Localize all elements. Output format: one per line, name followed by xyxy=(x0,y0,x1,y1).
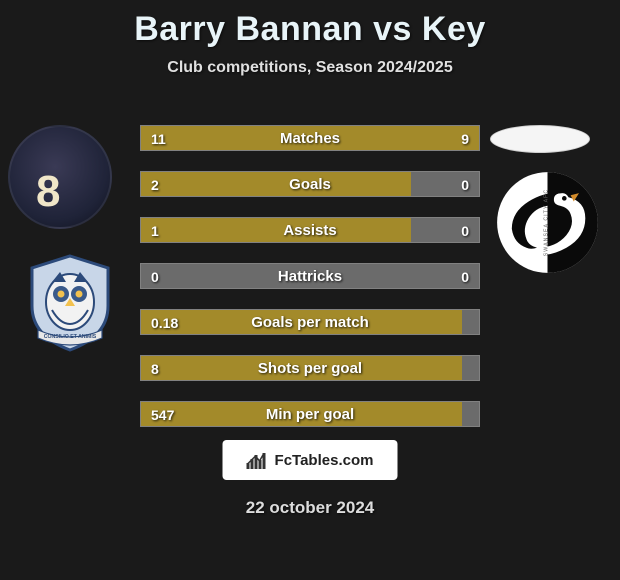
fctables-logo-icon xyxy=(247,451,269,469)
stat-row: 547Min per goal xyxy=(140,401,480,427)
player2-name: Key xyxy=(422,10,486,48)
player1-photo: 8 xyxy=(8,125,112,229)
player1-shirt-number: 8 xyxy=(36,167,60,217)
stat-row: 10Assists xyxy=(140,217,480,243)
title-vs: vs xyxy=(373,10,412,48)
player2-photo-placeholder xyxy=(490,125,590,153)
stat-row: 00Hattricks xyxy=(140,263,480,289)
swan-crest-icon: SWANSEA CITY AFC xyxy=(495,170,600,275)
stat-label: Shots per goal xyxy=(141,356,479,382)
comparison-title: Barry Bannan vs Key xyxy=(0,0,620,49)
brand-text: FcTables.com xyxy=(275,452,374,469)
stat-row: 0.18Goals per match xyxy=(140,309,480,335)
stat-label: Goals per match xyxy=(141,310,479,336)
brand-box: FcTables.com xyxy=(223,440,398,480)
stat-label: Goals xyxy=(141,172,479,198)
svg-text:CONSILIO ET ANIMIS: CONSILIO ET ANIMIS xyxy=(44,334,97,340)
svg-text:SWANSEA CITY AFC: SWANSEA CITY AFC xyxy=(544,189,550,257)
stat-label: Min per goal xyxy=(141,402,479,428)
stat-row: 119Matches xyxy=(140,125,480,151)
owl-crest-icon: CONSILIO ET ANIMIS xyxy=(20,252,120,352)
club-crest-left: CONSILIO ET ANIMIS xyxy=(20,252,120,352)
stat-row: 20Goals xyxy=(140,171,480,197)
stat-bars: 119Matches 20Goals 10Assists 00Hattricks 0.1… xyxy=(140,125,480,447)
club-crest-right: SWANSEA CITY AFC xyxy=(495,170,600,275)
stat-row: 8Shots per goal xyxy=(140,355,480,381)
stat-label: Assists xyxy=(141,218,479,244)
stat-label: Matches xyxy=(141,126,479,152)
player1-name: Barry Bannan xyxy=(134,10,363,48)
snapshot-date: 22 october 2024 xyxy=(0,498,620,518)
subtitle: Club competitions, Season 2024/2025 xyxy=(0,59,620,77)
stat-label: Hattricks xyxy=(141,264,479,290)
